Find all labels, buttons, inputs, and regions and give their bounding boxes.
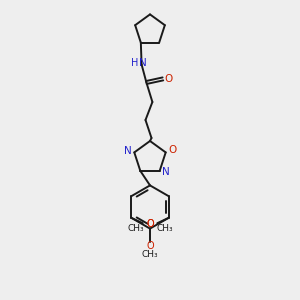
- Text: O: O: [146, 219, 154, 230]
- Text: CH₃: CH₃: [127, 224, 144, 233]
- Text: CH₃: CH₃: [142, 250, 158, 259]
- Text: N: N: [139, 58, 147, 68]
- Text: O: O: [168, 145, 176, 155]
- Text: O: O: [146, 241, 154, 251]
- Text: CH₃: CH₃: [156, 224, 173, 233]
- Text: O: O: [146, 219, 154, 230]
- Text: O: O: [165, 74, 173, 84]
- Text: N: N: [162, 167, 170, 177]
- Text: N: N: [124, 146, 132, 156]
- Text: H: H: [131, 58, 139, 68]
